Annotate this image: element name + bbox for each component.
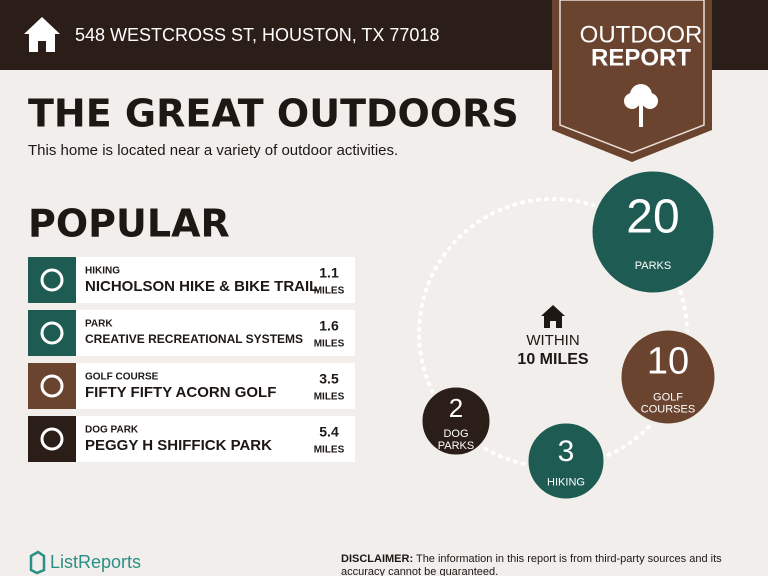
bubble-count: 20	[626, 190, 679, 243]
row-distance: 1.6	[319, 318, 339, 334]
row-unit: MILES	[314, 445, 345, 456]
tree-icon	[624, 84, 658, 127]
badge: OUTDOOR REPORT	[552, 0, 712, 162]
row-icon	[40, 374, 64, 398]
row-category: PARK	[85, 319, 113, 330]
row-icon-bg	[28, 310, 76, 356]
activity-row: PARK CREATIVE RECREATIONAL SYSTEMS 1.6 MILE…	[28, 310, 355, 356]
row-icon	[40, 321, 64, 345]
disclaimer-label: DISCLAIMER:	[341, 553, 413, 565]
center-label: WITHIN	[526, 332, 579, 349]
row-name: PEGGY H SHIFFICK PARK	[85, 437, 272, 454]
row-bg	[28, 416, 355, 462]
bubble-label: DOG	[443, 428, 468, 440]
row-name: FIFTY FIFTY ACORN GOLF	[85, 384, 276, 401]
row-category: HIKING	[85, 266, 120, 277]
bubble-count: 10	[647, 340, 689, 382]
row-category: GOLF COURSE	[85, 372, 159, 383]
bubble	[525, 420, 607, 502]
row-icon-bg	[28, 416, 76, 462]
row-bg	[28, 363, 355, 409]
row-icon-bg	[28, 257, 76, 303]
row-unit: MILES	[314, 286, 345, 297]
bubble	[618, 327, 718, 427]
row-distance: 5.4	[319, 424, 339, 440]
disclaimer-text: accuracy cannot be guaranteed.	[341, 566, 498, 576]
title: THE GREAT OUTDOORS	[28, 92, 519, 136]
center-label: 10 MILES	[517, 351, 588, 368]
row-icon	[40, 427, 64, 451]
disclaimer-text: The information in this report is from t…	[416, 553, 722, 565]
badge-line: REPORT	[591, 44, 691, 71]
count-bubble: 20 PARKS	[589, 168, 717, 296]
bubble-label: HIKING	[547, 476, 585, 488]
row-distance: 3.5	[319, 371, 339, 387]
row-bg	[28, 310, 355, 356]
bubble-label: PARKS	[438, 440, 474, 452]
home-icon	[541, 305, 565, 328]
row-distance: 1.1	[319, 265, 339, 281]
row-name: NICHOLSON HIKE & BIKE TRAIL	[85, 278, 318, 295]
home-icon	[24, 17, 60, 52]
bubble-count: 3	[558, 435, 575, 468]
row-bg	[28, 257, 355, 303]
row-icon-bg	[28, 363, 76, 409]
address: 548 WESTCROSS ST, HOUSTON, TX 77018	[75, 25, 439, 45]
bubble-label: COURSES	[641, 403, 695, 415]
row-category: DOG PARK	[85, 425, 139, 436]
row-unit: MILES	[314, 392, 345, 403]
section-heading: POPULAR	[28, 202, 230, 246]
bubble	[419, 384, 493, 458]
bubble	[589, 168, 717, 296]
row-icon	[40, 268, 64, 292]
subtitle: This home is located near a variety of o…	[28, 142, 398, 159]
bubble-label: PARKS	[635, 260, 671, 272]
badge-line: OUTDOOR	[580, 21, 703, 48]
bubble-count: 2	[449, 393, 463, 423]
disclaimer: DISCLAIMER: The information in this repo…	[341, 553, 722, 565]
count-bubble: 3 HIKING	[525, 420, 607, 502]
row-name: CREATIVE RECREATIONAL SYSTEMS	[85, 332, 303, 346]
row-unit: MILES	[314, 339, 345, 350]
bubble-label: GOLF	[653, 391, 683, 403]
brand: ListReports	[29, 550, 141, 575]
brand-name: ListReports	[50, 552, 141, 572]
